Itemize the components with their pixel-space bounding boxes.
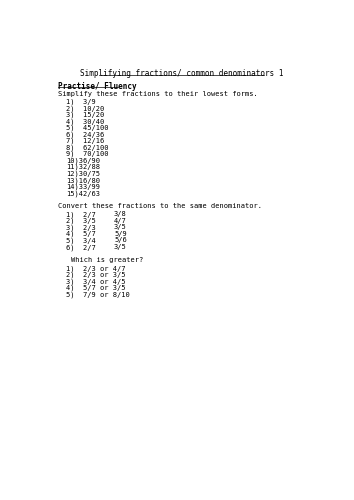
Text: 5)  7/9 or 8/10: 5) 7/9 or 8/10 [66,292,130,298]
Text: Which is greater?: Which is greater? [72,256,144,262]
Text: 11)32/88: 11)32/88 [66,164,100,170]
Text: 3)  2/3: 3) 2/3 [66,224,96,231]
Text: 6)  24/36: 6) 24/36 [66,131,104,138]
Text: 5/9: 5/9 [114,231,127,237]
Text: 12)30/75: 12)30/75 [66,170,100,177]
Text: 4/7: 4/7 [114,218,127,224]
Text: 1)  2/3 or 4/7: 1) 2/3 or 4/7 [66,265,125,272]
Text: 9)  70/100: 9) 70/100 [66,151,108,158]
Text: 3)  3/4 or 4/5: 3) 3/4 or 4/5 [66,278,125,285]
Text: 4)  30/40: 4) 30/40 [66,118,104,124]
Text: 8)  62/100: 8) 62/100 [66,144,108,151]
Text: 4)  5/7: 4) 5/7 [66,231,96,237]
Text: 1)  3/9: 1) 3/9 [66,98,96,105]
Text: 3/8: 3/8 [114,212,127,218]
Text: 3/5: 3/5 [114,244,127,250]
Text: 5)  45/100: 5) 45/100 [66,124,108,131]
Text: 7)  12/16: 7) 12/16 [66,138,104,144]
Text: 10)36/90: 10)36/90 [66,158,100,164]
Text: 5)  3/4: 5) 3/4 [66,238,96,244]
Text: 4)  5/7 or 3/5: 4) 5/7 or 3/5 [66,285,125,292]
Text: 3)  15/20: 3) 15/20 [66,112,104,118]
Text: Simplifying fractions/ common denominators 1: Simplifying fractions/ common denominato… [80,69,283,78]
Text: Convert these fractions to the same denominator.: Convert these fractions to the same deno… [58,203,262,209]
Text: 5/6: 5/6 [114,238,127,244]
Text: Practise/ Fluency: Practise/ Fluency [58,82,137,90]
Text: Simplify these fractions to their lowest forms.: Simplify these fractions to their lowest… [58,91,258,97]
Text: 2)  2/3 or 3/5: 2) 2/3 or 3/5 [66,272,125,278]
Text: 15)42/63: 15)42/63 [66,190,100,196]
Text: 2)  10/20: 2) 10/20 [66,105,104,112]
Text: 14)33/99: 14)33/99 [66,184,100,190]
Text: 6)  2/7: 6) 2/7 [66,244,96,250]
Text: 13)16/80: 13)16/80 [66,177,100,184]
Text: 2)  3/5: 2) 3/5 [66,218,96,224]
Text: 3/5: 3/5 [114,224,127,230]
Text: 1)  2/7: 1) 2/7 [66,212,96,218]
